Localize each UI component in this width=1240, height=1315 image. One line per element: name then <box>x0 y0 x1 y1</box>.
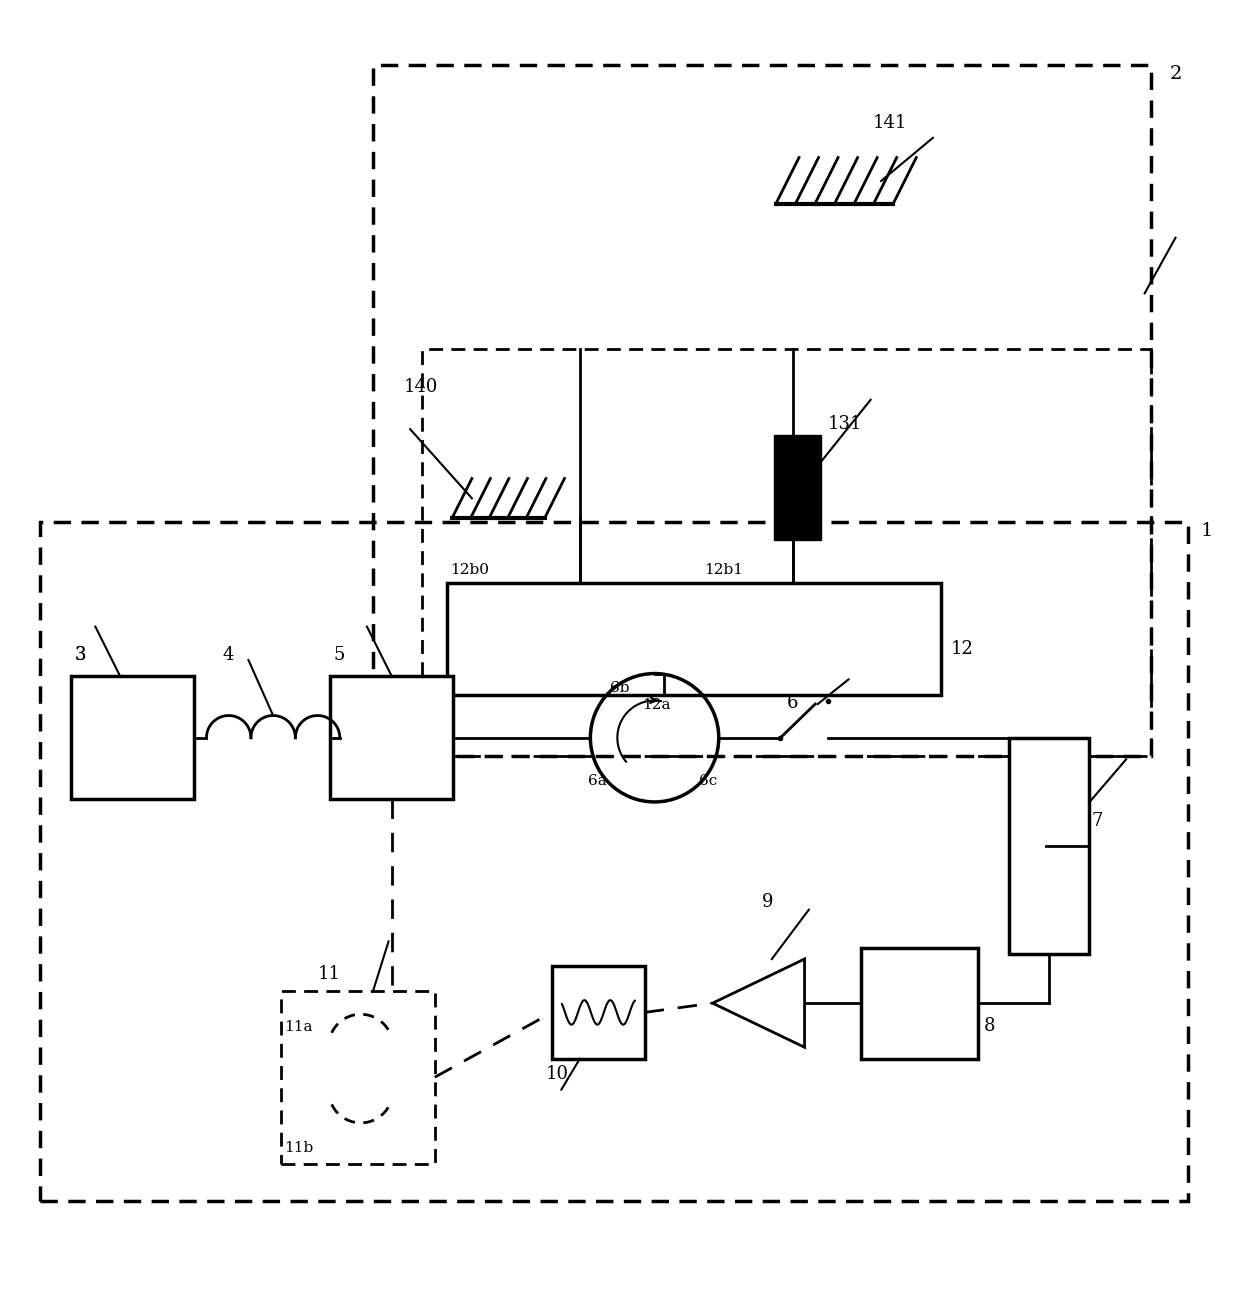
Text: 12a: 12a <box>642 698 671 711</box>
Text: 12: 12 <box>951 639 973 658</box>
Text: 6b: 6b <box>610 681 630 694</box>
Text: 9: 9 <box>761 893 774 910</box>
Text: 6a: 6a <box>588 775 606 789</box>
Text: 11a: 11a <box>284 1020 312 1034</box>
Text: 6: 6 <box>786 694 799 711</box>
Text: 11b: 11b <box>284 1141 314 1155</box>
Text: 141: 141 <box>873 113 908 132</box>
FancyBboxPatch shape <box>448 584 941 694</box>
FancyBboxPatch shape <box>774 435 821 540</box>
Text: 1: 1 <box>1200 522 1213 540</box>
Text: 12b0: 12b0 <box>450 563 489 577</box>
Text: 6c: 6c <box>699 775 717 789</box>
Text: 11: 11 <box>317 965 341 984</box>
Text: 7: 7 <box>1091 813 1102 830</box>
Text: 2: 2 <box>1169 66 1182 83</box>
FancyBboxPatch shape <box>552 967 645 1059</box>
FancyBboxPatch shape <box>1009 738 1089 953</box>
Text: 8: 8 <box>985 1018 996 1035</box>
Text: 3: 3 <box>74 646 86 664</box>
FancyBboxPatch shape <box>330 676 454 800</box>
FancyBboxPatch shape <box>861 948 978 1059</box>
FancyBboxPatch shape <box>71 676 195 800</box>
Text: 131: 131 <box>827 414 862 433</box>
Text: 5: 5 <box>334 646 345 664</box>
Text: 10: 10 <box>546 1065 569 1084</box>
Text: 3: 3 <box>74 646 86 664</box>
Text: 12b1: 12b1 <box>704 563 743 577</box>
Text: 4: 4 <box>222 646 234 664</box>
Text: 140: 140 <box>404 377 439 396</box>
